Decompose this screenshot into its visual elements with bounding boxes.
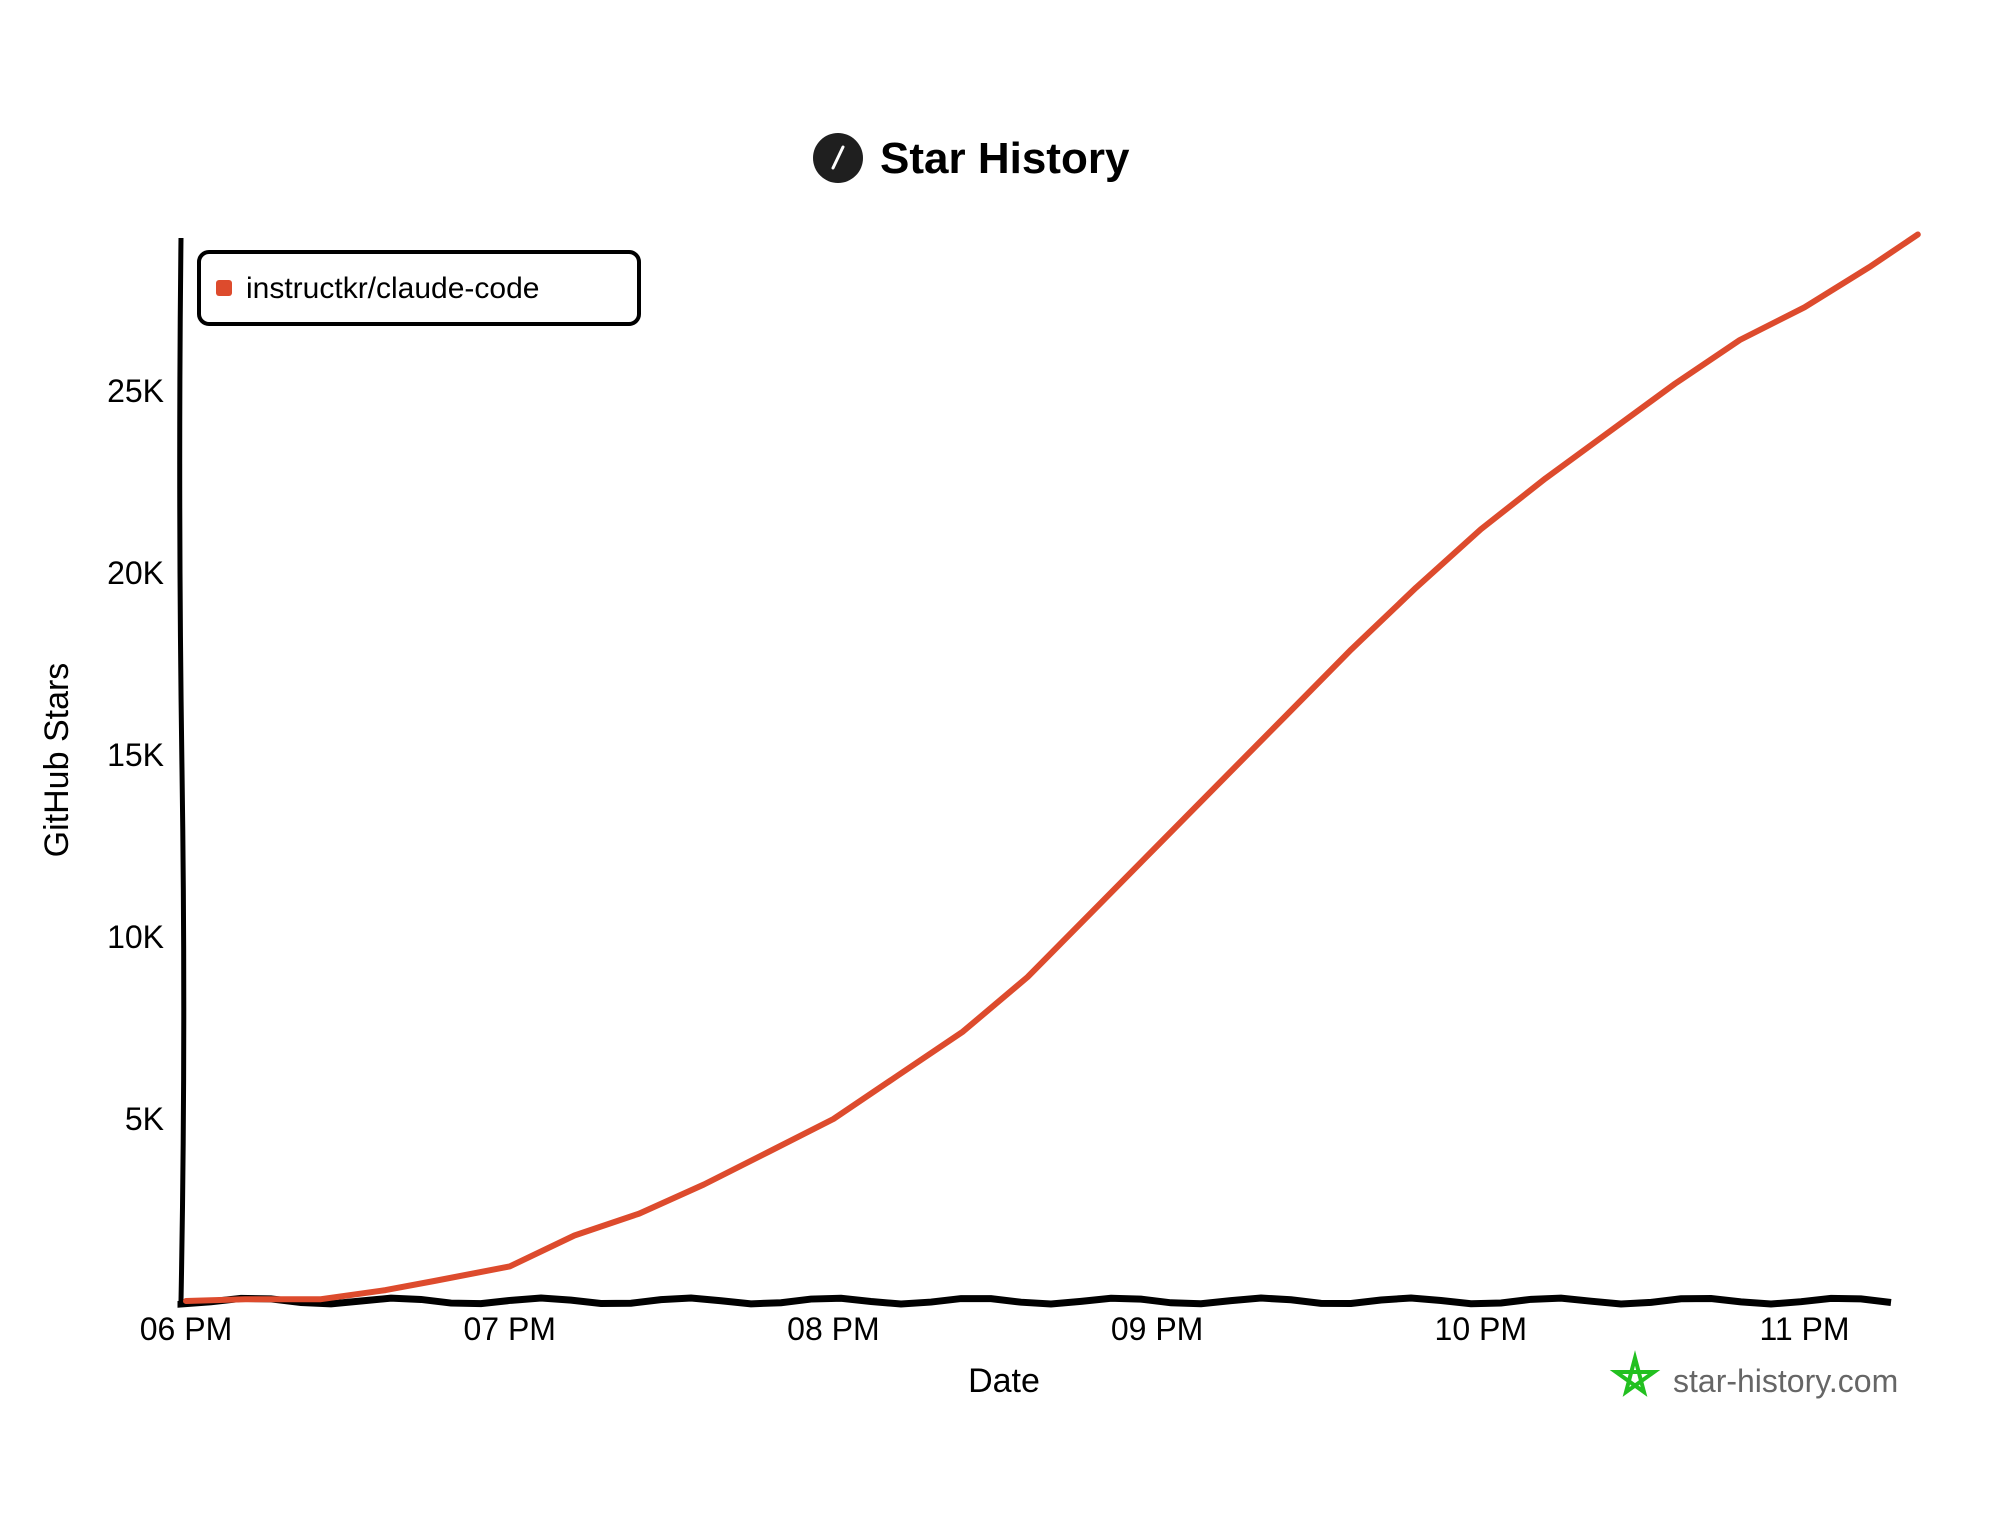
- y-tick-label: 15K: [107, 737, 164, 773]
- x-tick-label: 11 PM: [1759, 1311, 1849, 1347]
- x-tick-label: 08 PM: [787, 1311, 879, 1347]
- y-tick-label: 5K: [125, 1101, 164, 1137]
- legend-swatch: [216, 280, 232, 296]
- watermark[interactable]: star-history.com: [1609, 1350, 1898, 1399]
- chart-title-text: Star History: [880, 134, 1130, 183]
- y-tick-label: 10K: [107, 919, 164, 955]
- pen-icon: [831, 145, 845, 170]
- x-tick-label: 07 PM: [463, 1311, 555, 1347]
- legend-label: instructkr/claude-code: [246, 272, 539, 305]
- star-icon: [1609, 1350, 1661, 1397]
- watermark-text[interactable]: star-history.com: [1673, 1363, 1898, 1399]
- x-tick-label: 06 PM: [140, 1311, 232, 1347]
- x-tick-label: 09 PM: [1111, 1311, 1203, 1347]
- legend: instructkr/claude-code: [197, 250, 641, 326]
- y-tick-label: 20K: [107, 555, 164, 591]
- x-axis: [177, 1294, 1892, 1308]
- y-tick-label: 25K: [107, 373, 164, 409]
- y-axis: [177, 237, 187, 1302]
- series-line-instructkr-claude-code: [183, 231, 1921, 1304]
- legend-box: [197, 250, 641, 326]
- x-tick-label: 10 PM: [1435, 1311, 1527, 1347]
- chart-title: Star History: [813, 133, 1130, 183]
- y-axis-label: GitHub Stars: [38, 663, 76, 858]
- x-axis-label: Date: [968, 1362, 1040, 1400]
